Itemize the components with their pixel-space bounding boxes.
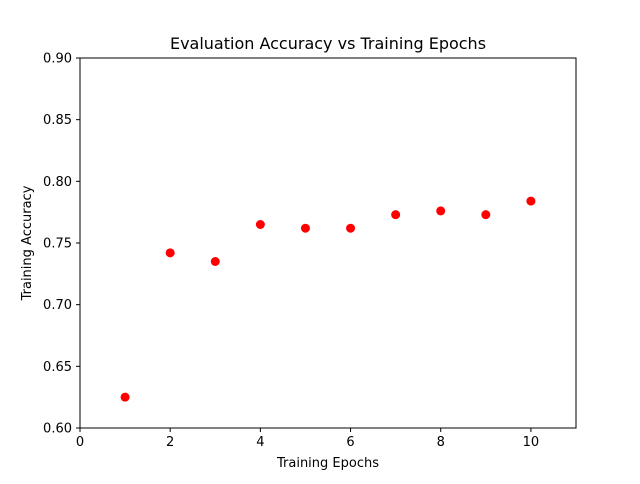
y-axis-ticks: 0.60 0.65 0.70 0.75 0.80 0.85 0.90 <box>43 52 80 437</box>
x-tick-label: 6 <box>346 435 354 450</box>
data-point <box>436 206 446 216</box>
data-point <box>255 220 265 229</box>
data-point <box>481 210 491 220</box>
x-tick-label: 8 <box>437 435 445 450</box>
x-tick-label: 2 <box>166 435 174 450</box>
data-points <box>120 196 536 402</box>
data-point <box>300 223 310 233</box>
x-tick-label: 10 <box>523 435 540 450</box>
data-point <box>346 223 356 233</box>
y-tick-label: 0.70 <box>43 298 72 313</box>
y-tick-label: 0.75 <box>43 237 72 252</box>
y-tick-label: 0.85 <box>43 113 72 128</box>
y-tick-label: 0.80 <box>43 175 72 190</box>
data-point <box>120 392 130 402</box>
y-tick-label: 0.65 <box>43 360 72 375</box>
chart-title: Evaluation Accuracy vs Training Epochs <box>170 34 486 53</box>
data-point <box>391 210 401 220</box>
data-point <box>165 248 175 258</box>
x-tick-label: 4 <box>256 435 264 450</box>
plot-area-frame <box>79 57 577 429</box>
data-point <box>210 257 220 266</box>
x-axis-ticks: 0 2 4 6 8 10 <box>76 428 539 450</box>
x-axis-label: Training Epochs <box>276 456 379 471</box>
data-point <box>526 196 536 206</box>
x-tick-label: 0 <box>76 435 84 450</box>
y-axis-label: Training Accuracy <box>20 185 35 301</box>
y-tick-label: 0.60 <box>43 422 72 437</box>
y-tick-label: 0.90 <box>43 52 72 67</box>
